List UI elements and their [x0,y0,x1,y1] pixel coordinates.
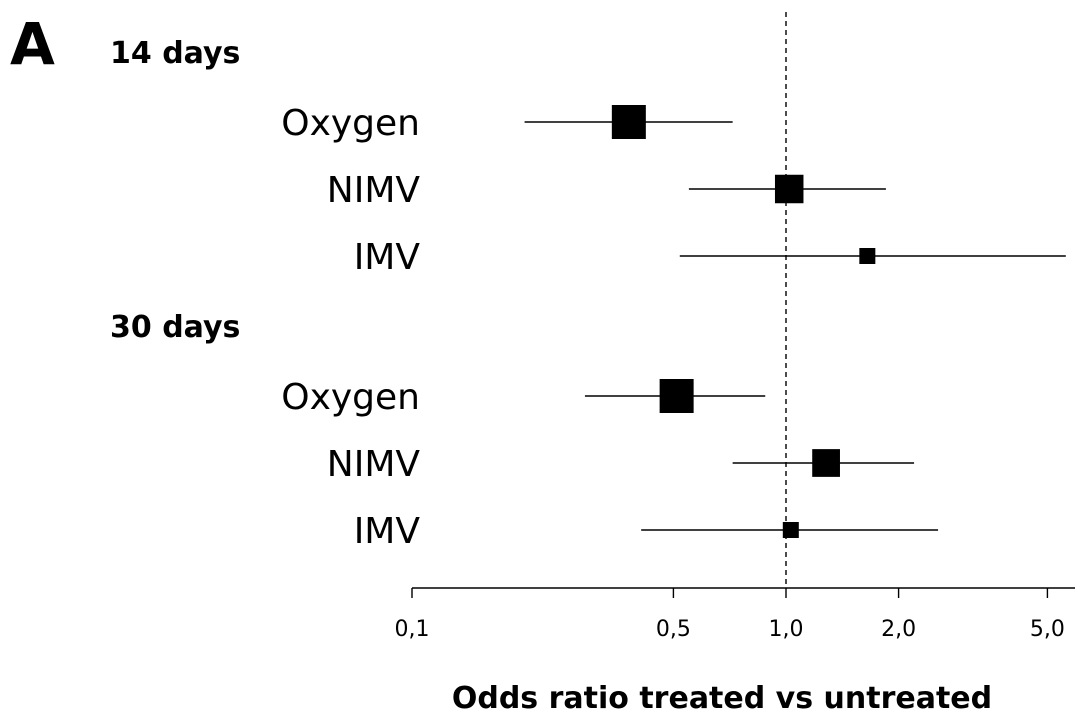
odds-ratio-marker [859,248,876,264]
odds-ratio-marker [812,449,840,477]
odds-ratio-marker [659,379,694,413]
x-tick-label: 0,1 [395,617,430,642]
panel-label: A [10,10,55,78]
row-label: IMV [354,511,421,552]
group-title: 14 days [110,36,240,71]
group-title: 30 days [110,310,240,345]
x-tick-label: 5,0 [1030,617,1065,642]
x-tick-label: 0,5 [656,617,691,642]
row-label: Oxygen [281,103,420,144]
row-label: Oxygen [281,377,420,418]
x-tick-label: 2,0 [881,617,916,642]
odds-ratio-marker [782,522,799,538]
row-label: NIMV [327,444,421,485]
odds-ratio-marker [611,105,646,139]
x-tick-label: 1,0 [769,617,804,642]
plot-area: 14 days 30 days Oxygen NIMV IMV Oxygen NIMV IMV… [110,12,1075,716]
odds-ratio-marker [774,174,804,204]
row-label: IMV [354,237,421,278]
row-label: NIMV [327,170,421,211]
x-axis-title: Odds ratio treated vs untreated [452,681,992,716]
